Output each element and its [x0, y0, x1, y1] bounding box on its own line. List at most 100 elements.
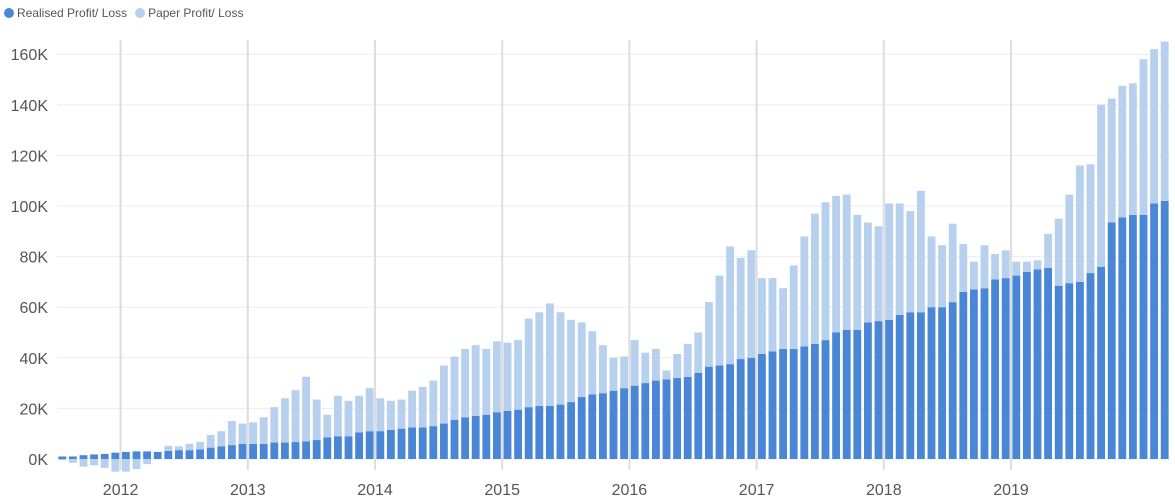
bar-realised-46: [545, 405, 554, 459]
bar-paper-70: [800, 236, 809, 347]
bar-paper-8: [143, 459, 152, 465]
bar-realised-80: [906, 312, 915, 459]
bar-paper-86: [969, 261, 978, 290]
bar-realised-12: [185, 450, 194, 459]
bar-paper-84: [948, 223, 957, 303]
bar-paper-6: [121, 459, 130, 472]
bar-realised-89: [1001, 278, 1010, 459]
bar-paper-62: [715, 275, 724, 366]
bar-paper-11: [174, 446, 183, 451]
bar-paper-96: [1075, 165, 1084, 282]
bar-paper-71: [810, 213, 819, 344]
bar-paper-103: [1150, 49, 1159, 204]
bar-realised-91: [1022, 271, 1031, 459]
bar-paper-40: [482, 348, 491, 415]
bar-paper-32: [397, 399, 406, 429]
bar-paper-10: [164, 445, 173, 451]
bar-realised-28: [355, 432, 364, 459]
bar-paper-77: [874, 226, 883, 322]
bar-paper-44: [524, 318, 533, 408]
bar-realised-98: [1097, 266, 1106, 459]
bar-paper-4: [100, 459, 109, 468]
bar-realised-39: [471, 415, 480, 459]
bar-paper-36: [439, 365, 448, 424]
bar-realised-69: [789, 348, 798, 459]
bar-paper-28: [355, 395, 364, 433]
bar-paper-63: [726, 246, 735, 365]
bar-realised-93: [1044, 267, 1053, 459]
bar-paper-89: [1001, 250, 1010, 279]
x-axis: 2012 2013 2014 2015 2016 2017 2018 2019: [103, 482, 1029, 499]
bar-paper-55: [641, 352, 650, 384]
y-tick-label-3: 60K: [20, 300, 49, 317]
bar-paper-45: [535, 312, 544, 406]
bar-paper-27: [344, 400, 353, 437]
bar-realised-102: [1139, 214, 1148, 459]
bar-realised-66: [757, 354, 766, 459]
bar-paper-66: [757, 278, 766, 355]
bar-realised-20: [270, 442, 279, 459]
bar-paper-60: [694, 332, 703, 373]
bar-paper-57: [662, 370, 671, 380]
bar-paper-64: [736, 257, 745, 360]
bar-realised-97: [1086, 273, 1095, 459]
bar-realised-74: [842, 329, 851, 459]
bar-realised-34: [418, 427, 427, 459]
x-tick-label-2017: 2017: [739, 482, 775, 499]
bar-paper-92: [1033, 260, 1042, 270]
bar-realised-104: [1160, 200, 1169, 459]
bar-realised-94: [1054, 285, 1063, 459]
bar-realised-67: [768, 351, 777, 459]
bar-realised-100: [1118, 217, 1127, 459]
bar-realised-50: [588, 394, 597, 459]
bar-realised-78: [885, 319, 894, 459]
bar-paper-83: [938, 245, 947, 308]
bar-paper-37: [450, 356, 459, 420]
bar-paper-61: [704, 302, 713, 367]
bar-paper-35: [429, 380, 438, 427]
bar-paper-34: [418, 386, 427, 428]
bar-paper-58: [673, 354, 682, 379]
bar-paper-30: [376, 398, 385, 432]
bar-realised-53: [620, 388, 629, 459]
legend: Realised Profit/ Loss Paper Profit/ Loss: [4, 6, 251, 20]
bar-paper-29: [365, 388, 374, 432]
bar-realised-81: [916, 312, 925, 459]
bar-realised-40: [482, 414, 491, 459]
bar-realised-103: [1150, 203, 1159, 459]
bar-realised-96: [1075, 281, 1084, 459]
bar-paper-5: [111, 459, 120, 472]
bar-realised-30: [376, 431, 385, 459]
bar-realised-79: [895, 314, 904, 459]
bar-paper-102: [1139, 59, 1148, 215]
x-tick-label-2016: 2016: [612, 482, 648, 499]
bar-realised-58: [673, 378, 682, 459]
bar-realised-71: [810, 343, 819, 459]
bar-realised-61: [704, 366, 713, 459]
bar-paper-48: [567, 319, 576, 403]
bar-paper-93: [1044, 233, 1053, 268]
bar-realised-51: [598, 393, 607, 459]
bar-realised-101: [1128, 214, 1137, 459]
bar-paper-14: [206, 434, 215, 448]
legend-item-paper[interactable]: Paper Profit/ Loss: [135, 6, 243, 20]
bar-paper-16: [227, 421, 236, 446]
x-tick-label-2013: 2013: [230, 482, 266, 499]
bar-paper-21: [280, 398, 289, 443]
bar-realised-11: [174, 450, 183, 459]
bar-paper-39: [471, 345, 480, 416]
bar-paper-98: [1097, 104, 1106, 267]
bar-paper-52: [609, 357, 618, 391]
bar-realised-14: [206, 447, 215, 459]
bar-realised-23: [302, 441, 311, 459]
bar-paper-90: [1012, 261, 1021, 276]
bar-paper-75: [853, 214, 862, 330]
bar-realised-18: [249, 443, 258, 459]
y-tick-label-5: 100K: [11, 199, 49, 216]
bar-paper-49: [577, 322, 586, 398]
bar-paper-33: [408, 390, 417, 428]
bar-realised-42: [503, 410, 512, 459]
bar-realised-92: [1033, 269, 1042, 459]
legend-label-realised: Realised Profit/ Loss: [17, 6, 128, 20]
legend-item-realised[interactable]: Realised Profit/ Loss: [4, 6, 127, 20]
